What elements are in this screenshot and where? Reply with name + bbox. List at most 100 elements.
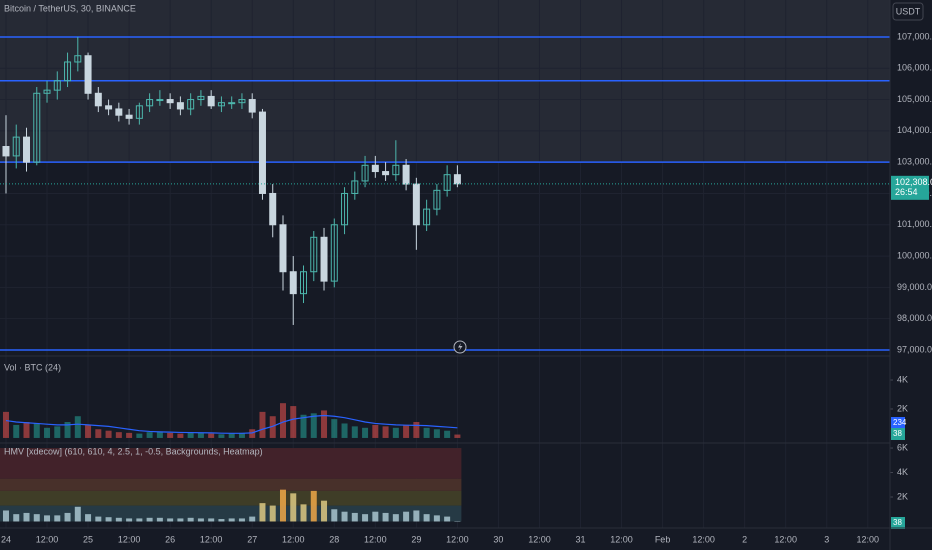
hmv-bar [249,516,256,522]
volume-bar [146,432,153,438]
y-tick-label: 2K [897,403,908,413]
lightning-glyph [458,343,463,351]
volume-bar [444,430,451,438]
candle-body [310,236,318,273]
candle-body [84,55,92,94]
volume-bar [2,411,9,438]
candle-body [330,224,338,282]
volume-bar [259,411,266,438]
hmv-bar [300,504,307,522]
volume-bar [238,432,245,438]
hmv-bar [259,503,266,522]
hmv-bar [269,505,276,522]
volume-bar [413,422,420,438]
hmv-bar [331,509,338,522]
volume-bar [321,410,328,438]
hmv-bar [290,493,297,522]
hmv-bar [95,516,102,522]
volume-bar [362,427,369,438]
candle-body [382,171,390,176]
candle-body [197,95,205,101]
volume-bar [126,432,133,438]
x-tick-label: Feb [655,534,671,544]
volume-bar [423,427,430,438]
x-tick-label: 24 [1,534,11,544]
heatmap-band [0,490,462,506]
candle-body [371,164,379,173]
volume-bar [331,419,338,438]
hmv-bar [372,511,379,522]
x-tick-label: 12:00 [200,534,223,544]
x-tick-label: 12:00 [364,534,387,544]
y-tick-label: 4K [897,374,908,384]
candle-body [351,180,359,194]
x-tick-label: 12:00 [528,534,551,544]
candle-body [279,224,287,273]
hmv-bar [208,518,215,522]
candle-body [166,99,174,104]
hmv-bar [23,512,30,522]
candle-body [228,102,236,105]
price-label-box [891,175,929,200]
hmv-bar [187,517,194,522]
candle-body [453,174,461,185]
hmv-bar [362,514,369,522]
hmv-bar [167,518,174,522]
volume-bar [249,429,256,438]
currency-button[interactable] [892,2,924,21]
heatmap-band [0,478,462,491]
volume-bar [300,414,307,438]
hmv-bar [238,518,245,522]
volume-bar [269,416,276,438]
volume-bar [105,430,112,438]
candle-body [443,174,451,191]
candle-body [412,183,420,226]
hmv-bar [85,514,92,522]
hmv-bar [156,517,163,522]
volume-ma-line [5,414,458,434]
hmv-bar [413,510,420,522]
hmv-bar [2,510,9,522]
hmv-bar [177,518,184,522]
volume-bar [167,432,174,438]
candle-body [320,236,328,282]
y-tick-label: 100,000.00 [897,250,932,260]
volume-bar [156,431,163,438]
candle-body [392,164,400,176]
candle-body [207,95,215,107]
x-tick-label: 26 [165,534,175,544]
volume-bar [433,429,440,438]
volume-bar [392,427,399,438]
hmv-bar [33,514,40,522]
volume-bar [13,424,20,438]
volume-bar [403,424,410,438]
volume-bar [187,432,194,438]
y-tick-label: 6K [897,442,908,452]
candle-body [94,92,102,107]
x-tick-label: 27 [247,534,257,544]
volume-bar [279,403,286,438]
candle-body [187,99,195,110]
x-tick-label: 12:00 [36,534,59,544]
volume-bar [44,427,51,438]
y-tick-label: 98,000.00 [897,313,932,323]
x-tick-label: 12:00 [446,534,469,544]
volume-bar [351,426,358,438]
candle-body [23,136,31,163]
hmv-bar [44,515,51,522]
x-tick-label: 31 [576,534,586,544]
price-label: 102,308.00 [895,177,932,187]
volume-bar [310,413,317,438]
hmv-bar [74,506,81,522]
currency[interactable]: USDT [896,6,921,16]
hmv-bar [382,512,389,522]
candle-body [156,99,164,102]
value-tag: 234 [893,418,907,427]
value-tag-box [891,517,905,529]
hmv-bar [403,511,410,522]
hmv-bar [105,517,112,522]
candle-body [176,102,184,110]
x-tick-label: 12:00 [692,534,715,544]
volume-bar [74,416,81,438]
